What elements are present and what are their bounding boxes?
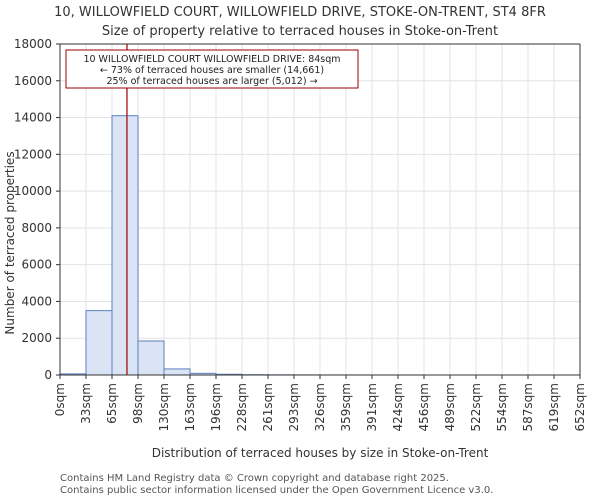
x-tick-label-9: 293sqm <box>287 383 301 431</box>
y-tick-label-5: 10000 <box>14 184 52 198</box>
chart-subtitle: Size of property relative to terraced ho… <box>101 24 499 39</box>
y-tick-label-2: 4000 <box>21 294 52 308</box>
annotation-line-2: ← 73% of terraced houses are smaller (14… <box>100 65 324 76</box>
x-tick-label-20: 652sqm <box>573 383 587 431</box>
bar-4 <box>163 368 191 376</box>
x-tick-label-4: 130sqm <box>157 383 171 431</box>
y-tick-label-0: 0 <box>44 368 52 382</box>
x-tick-label-5: 163sqm <box>183 383 197 431</box>
chart-title: 10, WILLOWFIELD COURT, WILLOWFIELD DRIVE… <box>54 5 546 20</box>
footer-licence: Contains public sector information licen… <box>60 485 494 496</box>
x-tick-label-15: 489sqm <box>443 383 457 431</box>
x-tick-label-8: 261sqm <box>261 383 275 431</box>
y-tick-label-6: 12000 <box>14 147 52 161</box>
y-tick-label-7: 14000 <box>14 111 52 125</box>
x-tick-label-16: 522sqm <box>469 383 483 431</box>
footer-copyright: Contains HM Land Registry data © Crown c… <box>60 473 449 484</box>
x-tick-label-2: 65sqm <box>105 383 119 424</box>
y-tick-label-8: 16000 <box>14 74 52 88</box>
y-tick-label-9: 18000 <box>14 37 52 51</box>
x-tick-label-10: 326sqm <box>313 383 327 431</box>
x-tick-label-11: 359sqm <box>339 383 353 431</box>
x-tick-label-0: 0sqm <box>53 383 67 416</box>
y-tick-label-1: 2000 <box>21 331 52 345</box>
bar-1 <box>85 310 113 376</box>
annotation-line-3: 25% of terraced houses are larger (5,012… <box>106 76 317 87</box>
x-tick-label-1: 33sqm <box>79 383 93 424</box>
x-tick-label-18: 587sqm <box>521 383 535 431</box>
x-tick-label-3: 98sqm <box>131 383 145 424</box>
x-tick-label-6: 196sqm <box>209 383 223 431</box>
bar-2 <box>111 115 139 376</box>
x-tick-label-14: 456sqm <box>417 383 431 431</box>
annotation-line-1: 10 WILLOWFIELD COURT WILLOWFIELD DRIVE: … <box>83 54 340 65</box>
x-tick-label-19: 619sqm <box>547 383 561 431</box>
x-tick-label-13: 424sqm <box>391 383 405 431</box>
x-tick-label-17: 554sqm <box>495 383 509 431</box>
annotation-box <box>65 49 359 89</box>
x-axis-label: Distribution of terraced houses by size … <box>152 446 489 460</box>
y-tick-label-4: 8000 <box>21 221 52 235</box>
y-axis-label: Number of terraced properties <box>3 151 17 334</box>
bar-3 <box>137 340 165 376</box>
x-tick-label-7: 228sqm <box>235 383 249 431</box>
y-tick-label-3: 6000 <box>21 258 52 272</box>
x-tick-label-12: 391sqm <box>365 383 379 431</box>
